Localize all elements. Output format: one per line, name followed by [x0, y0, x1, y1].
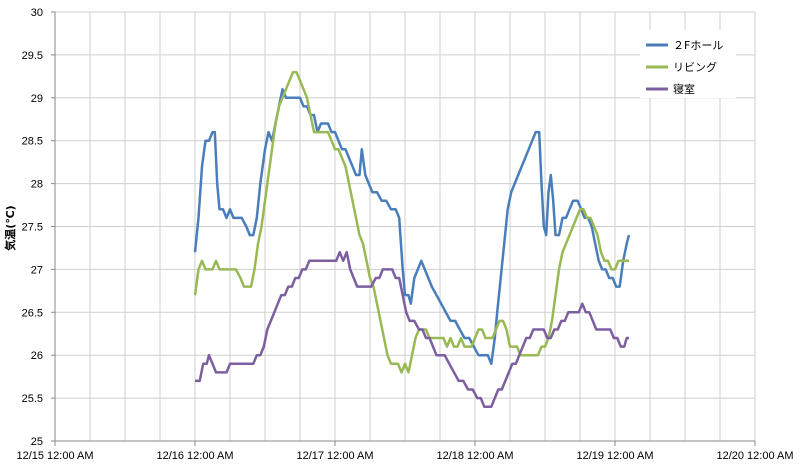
x-tick-label: 12/20 12:00 AM — [716, 450, 793, 462]
x-tick-label: 12/15 12:00 AM — [16, 450, 93, 462]
y-tick-label: 25 — [31, 436, 43, 448]
y-axis-label: 気温(℃) — [3, 205, 17, 250]
x-tick-label: 12/16 12:00 AM — [156, 450, 233, 462]
x-tick-labels: 12/15 12:00 AM 12/16 12:00 AM 12/17 12:00 … — [16, 450, 793, 462]
y-tick-labels: 25 25.5 26 26.5 27 27.5 28 28.5 29 29.5 30 — [22, 7, 43, 448]
legend-label-2: 寝室 — [673, 82, 695, 96]
y-tick-label: 26 — [31, 350, 43, 362]
y-tick-label: 29 — [31, 93, 43, 105]
axes — [51, 11, 756, 446]
y-tick-label: 29.5 — [22, 50, 43, 62]
series-line-2 — [195, 250, 629, 408]
y-tick-label: 30 — [31, 7, 43, 19]
x-tick-label: 12/19 12:00 AM — [576, 450, 653, 462]
y-tick-label: 26.5 — [22, 307, 43, 319]
x-tick-label: 12/17 12:00 AM — [296, 450, 373, 462]
y-tick-label: 25.5 — [22, 393, 43, 405]
legend-label-1: リビング — [673, 60, 717, 74]
x-tick-label: 12/18 12:00 AM — [436, 450, 513, 462]
y-tick-label: 28 — [31, 179, 43, 191]
legend-box — [640, 30, 736, 98]
series-lines — [193, 70, 631, 408]
series-line-1 — [193, 70, 629, 374]
y-tick-label: 27 — [31, 264, 43, 276]
y-tick-label: 27.5 — [22, 222, 43, 234]
y-tick-label: 28.5 — [22, 136, 43, 148]
series-line-0 — [193, 87, 631, 366]
legend-label-0: ２Fホール — [673, 39, 723, 52]
